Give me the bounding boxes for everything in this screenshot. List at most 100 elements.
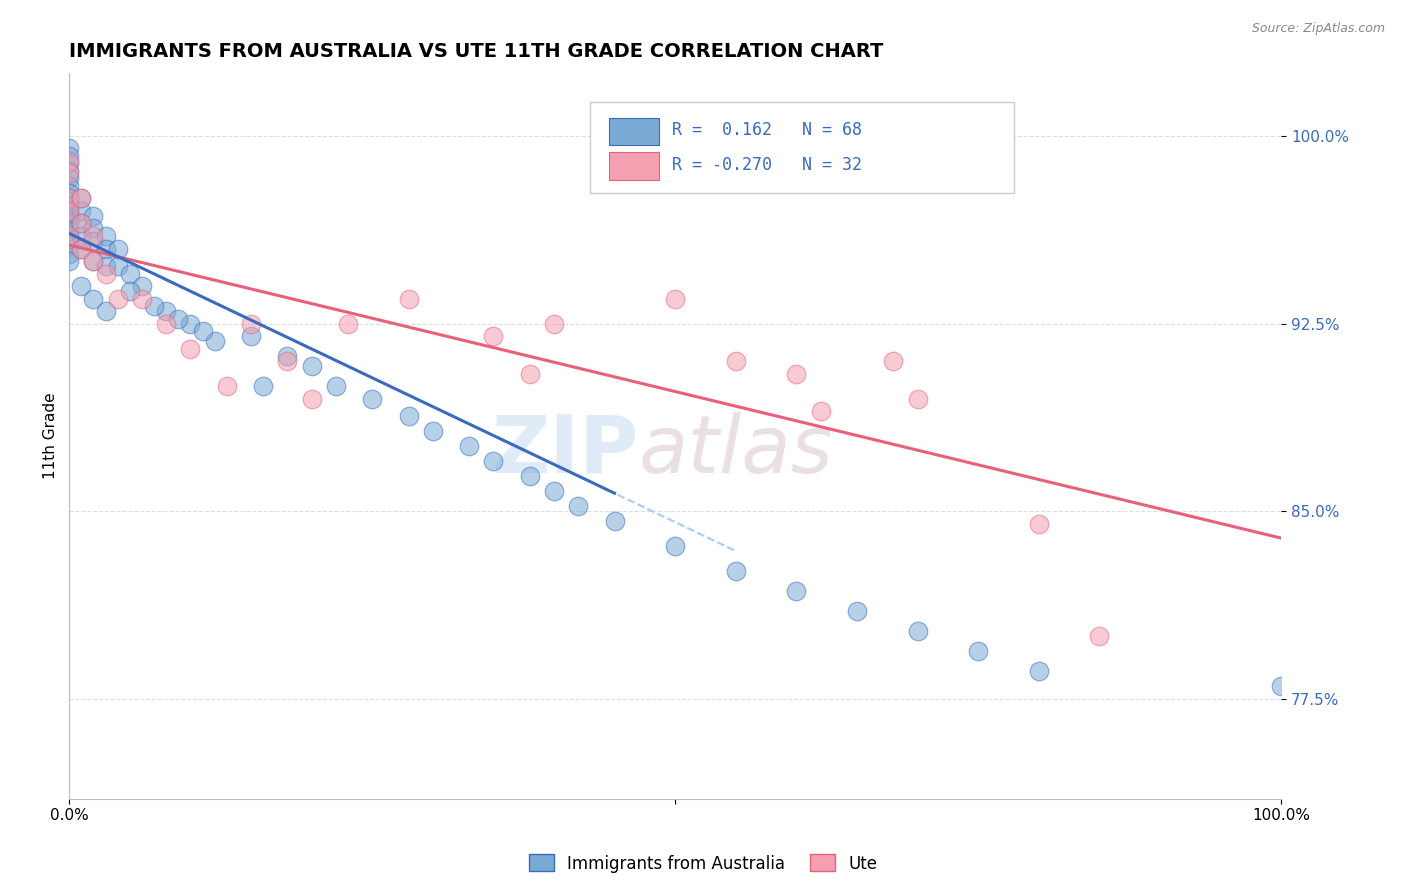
Point	[58, 224, 80, 238]
Point	[58, 254, 80, 268]
Point	[70, 192, 93, 206]
Point	[58, 217, 80, 231]
Point	[967, 644, 990, 658]
Point	[94, 229, 117, 244]
FancyBboxPatch shape	[609, 118, 659, 145]
Point	[82, 229, 104, 244]
Point	[458, 439, 481, 453]
Text: R = -0.270   N = 32: R = -0.270 N = 32	[672, 156, 862, 174]
Point	[1088, 629, 1111, 643]
Point	[94, 304, 117, 318]
Point	[907, 624, 929, 639]
Text: IMMIGRANTS FROM AUSTRALIA VS UTE 11TH GRADE CORRELATION CHART: IMMIGRANTS FROM AUSTRALIA VS UTE 11TH GR…	[69, 42, 883, 61]
Point	[70, 242, 93, 256]
Point	[58, 204, 80, 219]
Point	[58, 199, 80, 213]
Point	[70, 217, 93, 231]
Point	[58, 246, 80, 260]
Point	[143, 299, 166, 313]
Point	[70, 192, 93, 206]
Text: R =  0.162   N = 68: R = 0.162 N = 68	[672, 121, 862, 139]
Point	[603, 514, 626, 528]
Point	[1270, 679, 1292, 693]
Point	[107, 242, 129, 256]
Point	[398, 409, 420, 423]
Point	[107, 292, 129, 306]
Point	[543, 484, 565, 499]
Point	[155, 304, 177, 318]
Point	[482, 329, 505, 343]
Point	[664, 292, 686, 306]
FancyBboxPatch shape	[591, 103, 1015, 193]
Y-axis label: 11th Grade: 11th Grade	[44, 392, 58, 479]
Point	[58, 178, 80, 193]
Point	[82, 209, 104, 223]
Point	[482, 454, 505, 468]
Point	[118, 267, 141, 281]
Point	[58, 231, 80, 245]
Point	[724, 564, 747, 578]
Point	[519, 469, 541, 483]
Point	[252, 379, 274, 393]
Point	[131, 279, 153, 293]
Point	[58, 209, 80, 223]
Point	[58, 192, 80, 206]
Point	[240, 317, 263, 331]
Point	[155, 317, 177, 331]
Point	[58, 186, 80, 201]
FancyBboxPatch shape	[609, 153, 659, 180]
Point	[845, 604, 868, 618]
Point	[58, 202, 80, 216]
Point	[543, 317, 565, 331]
Point	[82, 221, 104, 235]
Point	[664, 539, 686, 553]
Point	[94, 242, 117, 256]
Point	[58, 164, 80, 178]
Point	[301, 392, 323, 406]
Point	[58, 239, 80, 253]
Point	[94, 259, 117, 273]
Point	[58, 192, 80, 206]
Point	[70, 217, 93, 231]
Point	[215, 379, 238, 393]
Point	[58, 166, 80, 180]
Point	[58, 153, 80, 168]
Point	[1028, 664, 1050, 678]
Point	[179, 342, 201, 356]
Text: ZIP: ZIP	[492, 411, 638, 490]
Point	[276, 354, 298, 368]
Point	[301, 359, 323, 373]
Point	[82, 254, 104, 268]
Point	[58, 229, 80, 244]
Point	[567, 499, 589, 513]
Point	[519, 367, 541, 381]
Point	[785, 367, 807, 381]
Text: atlas: atlas	[638, 411, 834, 490]
Point	[810, 404, 832, 418]
Point	[398, 292, 420, 306]
Legend: Immigrants from Australia, Ute: Immigrants from Australia, Ute	[522, 847, 884, 880]
Point	[82, 254, 104, 268]
Point	[907, 392, 929, 406]
Point	[58, 156, 80, 170]
Point	[276, 349, 298, 363]
Point	[179, 317, 201, 331]
Point	[167, 311, 190, 326]
Point	[882, 354, 904, 368]
Point	[70, 242, 93, 256]
Point	[422, 424, 444, 438]
Point	[785, 584, 807, 599]
Point	[58, 171, 80, 186]
Point	[191, 324, 214, 338]
Point	[70, 279, 93, 293]
Point	[94, 267, 117, 281]
Text: Source: ZipAtlas.com: Source: ZipAtlas.com	[1251, 22, 1385, 36]
Point	[204, 334, 226, 348]
Point	[118, 284, 141, 298]
Point	[58, 214, 80, 228]
Point	[1028, 516, 1050, 531]
Point	[131, 292, 153, 306]
Point	[58, 149, 80, 163]
Point	[58, 206, 80, 220]
Point	[70, 229, 93, 244]
